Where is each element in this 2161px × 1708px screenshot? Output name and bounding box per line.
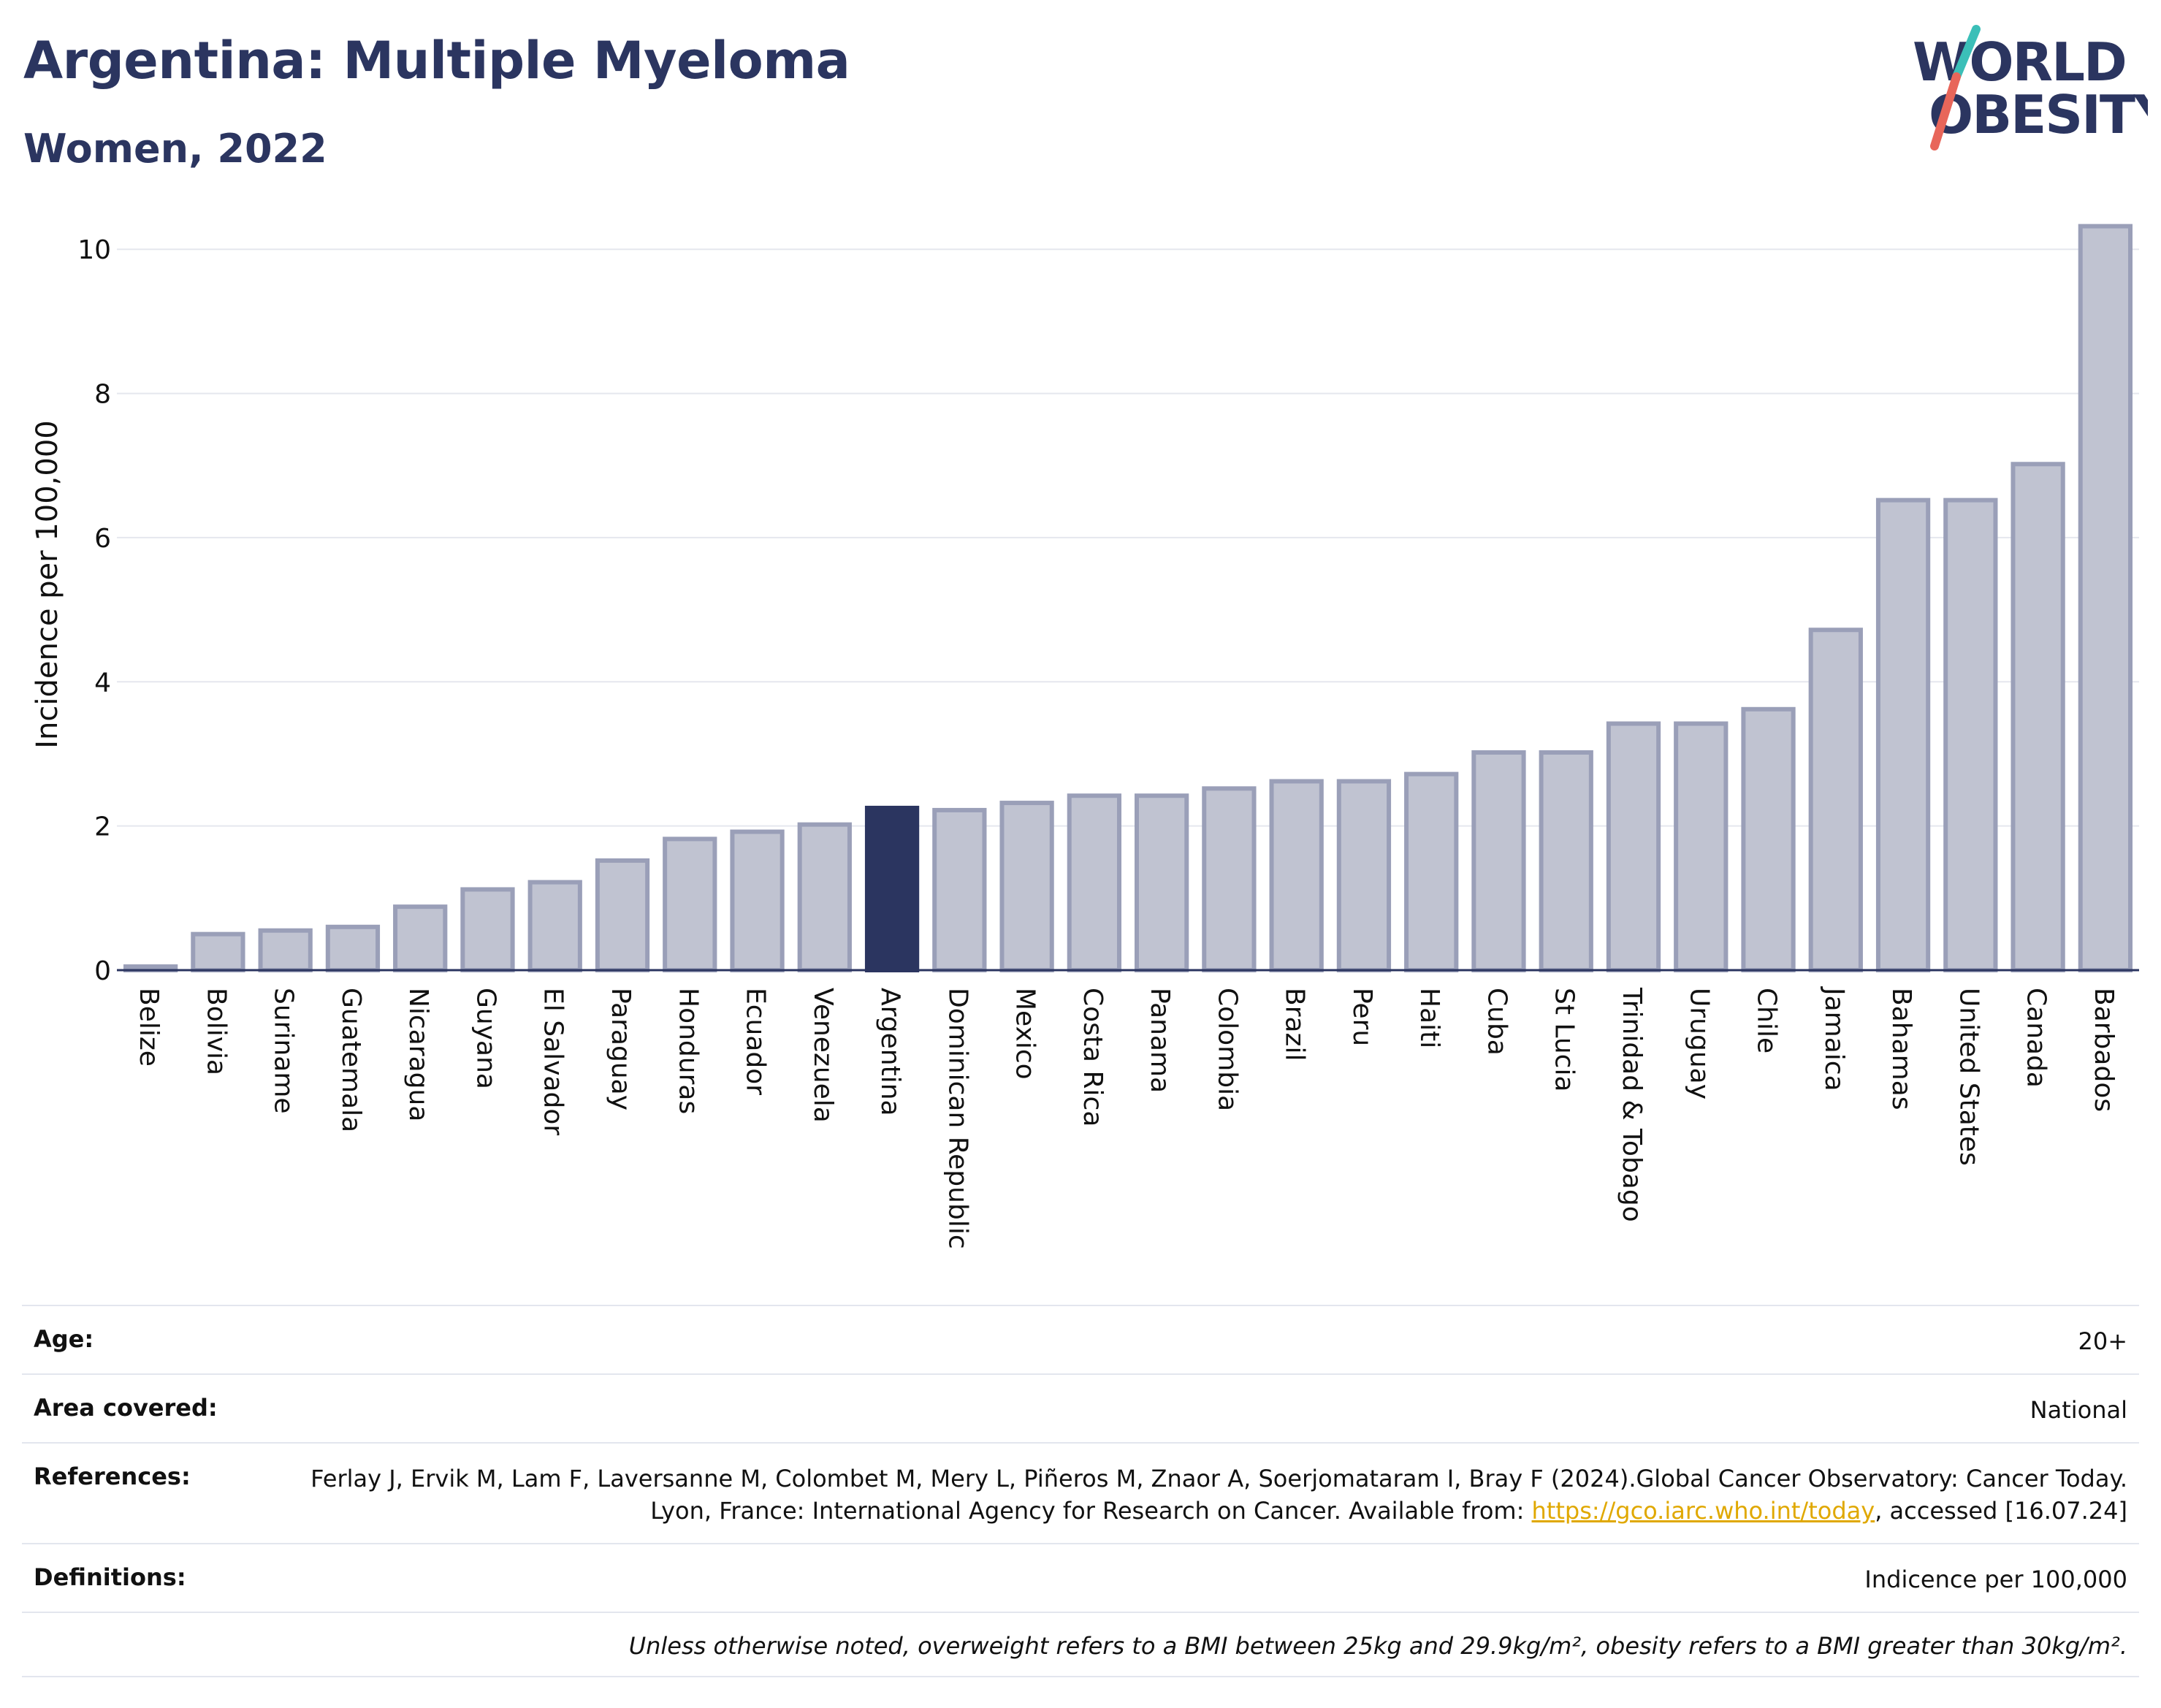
x-tick-label: Haiti [1414,988,1444,1048]
x-tick-label: Trinidad & Tobago [1617,987,1647,1222]
x-tick-label: Colombia [1212,988,1242,1111]
x-tick-label: Guyana [470,988,500,1089]
meta-row-definitions: Definitions: Indicence per 100,000 [22,1543,2139,1612]
bar-peru [1336,779,1392,972]
x-tick-label: Ecuador [741,988,771,1095]
metadata-table: Age: 20+ Area covered: National Referenc… [22,1305,2139,1677]
bar-jamaica [1808,628,1863,972]
bar-canada [2011,462,2065,972]
x-tick-label: Mexico [1010,988,1040,1080]
x-tick-label: Belize [134,988,164,1067]
bar-united-states [1943,497,1998,972]
references-link[interactable]: https://gco.iarc.who.int/today [1531,1497,1875,1525]
x-tick-label: Peru [1347,988,1377,1046]
age-value: 20+ [2078,1327,2127,1355]
references-text-2: , accessed [16.07.24] [1875,1497,2127,1525]
bar-panama [1134,793,1189,972]
bar-cuba [1471,750,1526,972]
references-value: Ferlay J, Ervik M, Lam F, Laversanne M, … [301,1463,2127,1527]
definitions-value: Indicence per 100,000 [1864,1566,2127,1593]
bar-chile [1741,706,1796,972]
x-tick-label: Suriname [269,988,299,1114]
bar-trinidad-tobago [1606,721,1661,972]
x-tick-label: Honduras [673,988,703,1114]
bar-st-lucia [1539,750,1593,972]
age-label: Age: [34,1325,94,1353]
x-tick-label: Barbados [2089,988,2119,1112]
bar-el-salvador [527,880,582,973]
area-label: Area covered: [34,1394,218,1422]
bar-paraguay [595,858,650,973]
logo-slash-red [1930,72,1961,150]
definitions-label: Definitions: [34,1563,186,1591]
logo-line2: OBESITY [1929,84,2148,145]
bar-nicaragua [393,904,448,972]
bar-uruguay [1674,721,1729,972]
x-tick-label: Bolivia [201,988,231,1075]
x-tick-label: El Salvador [538,988,568,1135]
x-tick-label: Guatemala [336,988,366,1132]
x-tick-label: Panama [1145,988,1175,1093]
world-obesity-logo: WORLD OBESITY [1913,25,2148,150]
meta-row-footnote: Unless otherwise noted, overweight refer… [22,1612,2139,1677]
x-tick-label: Venezuela [808,988,838,1123]
x-tick-label: Bahamas [1886,988,1916,1110]
y-tick-label: 10 [77,235,111,265]
meta-row-references: References: Ferlay J, Ervik M, Lam F, La… [22,1442,2139,1543]
references-text-1: Ferlay J, Ervik M, Lam F, Laversanne M, … [310,1465,2127,1525]
bar-guyana [460,887,515,972]
bar-chart: 0 2 4 6 8 10 Belize Bolivia Suriname Guatemala Ni… [31,224,2139,1249]
x-tick-label: Jamaica [1819,986,1849,1091]
x-tick-label: Paraguay [606,988,636,1110]
bar-ecuador [730,829,785,973]
bar-barbados [2078,224,2133,972]
logo-line1: WORLD [1913,31,2126,93]
x-tick-label: Brazil [1280,988,1310,1061]
bar-venezuela [797,822,852,973]
y-axis-label: Incidence per 100,000 [31,420,64,749]
bar-brazil [1269,779,1324,972]
bar-mexico [999,801,1054,973]
logo-slash-teal [1952,25,1981,81]
bar-costa-rica [1067,793,1122,972]
y-tick-labels: 0 2 4 6 8 10 [77,235,111,986]
bar-bolivia [191,931,245,973]
y-tick-label: 4 [94,668,111,698]
y-tick-label: 0 [94,956,111,986]
bars [123,224,2133,973]
footnote: Unless otherwise noted, overweight refer… [628,1632,2127,1660]
y-tick-label: 8 [94,380,111,410]
y-tick-label: 6 [94,524,111,554]
x-tick-labels: Belize Bolivia Suriname Guatemala Nicaragua G… [134,986,2119,1249]
x-tick-label: Nicaragua [403,988,433,1121]
bar-colombia [1202,786,1257,972]
page-subtitle: Women, 2022 [23,126,327,172]
area-value: National [2029,1396,2127,1424]
x-tick-label: United States [1954,988,1983,1166]
x-tick-label: Cuba [1482,988,1512,1056]
meta-row-area: Area covered: National [22,1373,2139,1442]
page-title: Argentina: Multiple Myeloma [23,31,850,91]
meta-row-age: Age: 20+ [22,1305,2139,1373]
bar-honduras [663,836,717,973]
x-tick-label: Dominican Republic [942,988,972,1249]
bar-bahamas [1875,497,1931,972]
x-tick-label: Costa Rica [1078,988,1108,1126]
references-label: References: [34,1463,191,1490]
x-tick-label: Canada [2021,988,2051,1088]
x-tick-label: Uruguay [1684,988,1714,1099]
bar-dominican-republic [932,807,987,973]
bar-haiti [1404,771,1459,972]
y-tick-label: 2 [94,812,111,842]
bar-guatemala [325,924,381,973]
bar-argentina [864,805,920,972]
bar-suriname [258,928,313,973]
grid-lines [117,248,2139,827]
x-tick-label: Argentina [875,988,905,1116]
x-tick-label: St Lucia [1550,988,1579,1092]
x-tick-label: Chile [1752,988,1782,1053]
